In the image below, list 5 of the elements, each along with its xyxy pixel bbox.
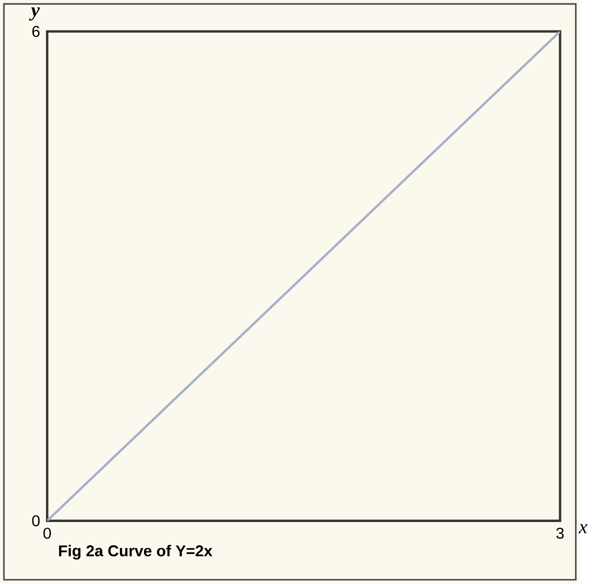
y-tick-label: 6 [32,26,40,38]
x-axis-title: x [578,524,588,534]
y-axis-title: y [29,8,40,21]
x-tick-label: 3 [556,528,564,539]
caption: Fig 2a Curve of Y=2x [59,545,212,560]
